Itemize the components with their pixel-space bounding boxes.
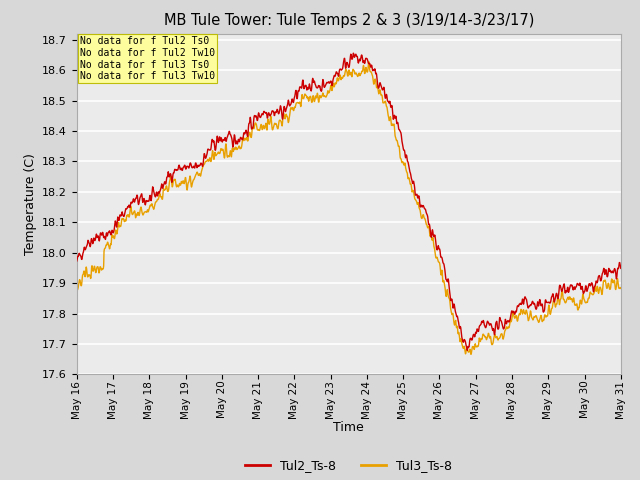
- Tul3_Ts-8: [115, 221, 123, 227]
- Text: No data for f Tul2 Ts0
No data for f Tul2 Tw10
No data for f Tul3 Ts0
No data fo: No data for f Tul2 Ts0 No data for f Tul…: [79, 36, 214, 81]
- Tul2_Ts-8: [137, 192, 145, 198]
- Title: MB Tule Tower: Tule Temps 2 & 3 (3/19/14-3/23/17): MB Tule Tower: Tule Temps 2 & 3 (3/19/14…: [164, 13, 534, 28]
- Tul2_Ts-8: [463, 348, 471, 353]
- Tul2_Ts-8: [315, 83, 323, 89]
- Y-axis label: Temperature (C): Temperature (C): [24, 153, 36, 255]
- Tul3_Ts-8: [304, 94, 312, 100]
- Line: Tul3_Ts-8: Tul3_Ts-8: [77, 62, 621, 354]
- Tul2_Ts-8: [115, 217, 123, 223]
- Tul2_Ts-8: [617, 265, 625, 271]
- Tul3_Ts-8: [325, 90, 333, 96]
- Tul3_Ts-8: [137, 204, 145, 210]
- Tul3_Ts-8: [617, 285, 625, 290]
- Tul3_Ts-8: [315, 99, 323, 105]
- Line: Tul2_Ts-8: Tul2_Ts-8: [77, 53, 621, 350]
- Tul2_Ts-8: [73, 258, 81, 264]
- Tul2_Ts-8: [349, 50, 357, 56]
- Tul3_Ts-8: [73, 286, 81, 292]
- Tul2_Ts-8: [304, 84, 312, 90]
- Tul2_Ts-8: [325, 79, 333, 84]
- Legend: Tul2_Ts-8, Tul3_Ts-8: Tul2_Ts-8, Tul3_Ts-8: [240, 454, 458, 477]
- Tul2_Ts-8: [383, 92, 390, 98]
- Tul3_Ts-8: [467, 351, 475, 357]
- Tul3_Ts-8: [383, 104, 390, 109]
- Tul3_Ts-8: [365, 59, 372, 65]
- X-axis label: Time: Time: [333, 421, 364, 434]
